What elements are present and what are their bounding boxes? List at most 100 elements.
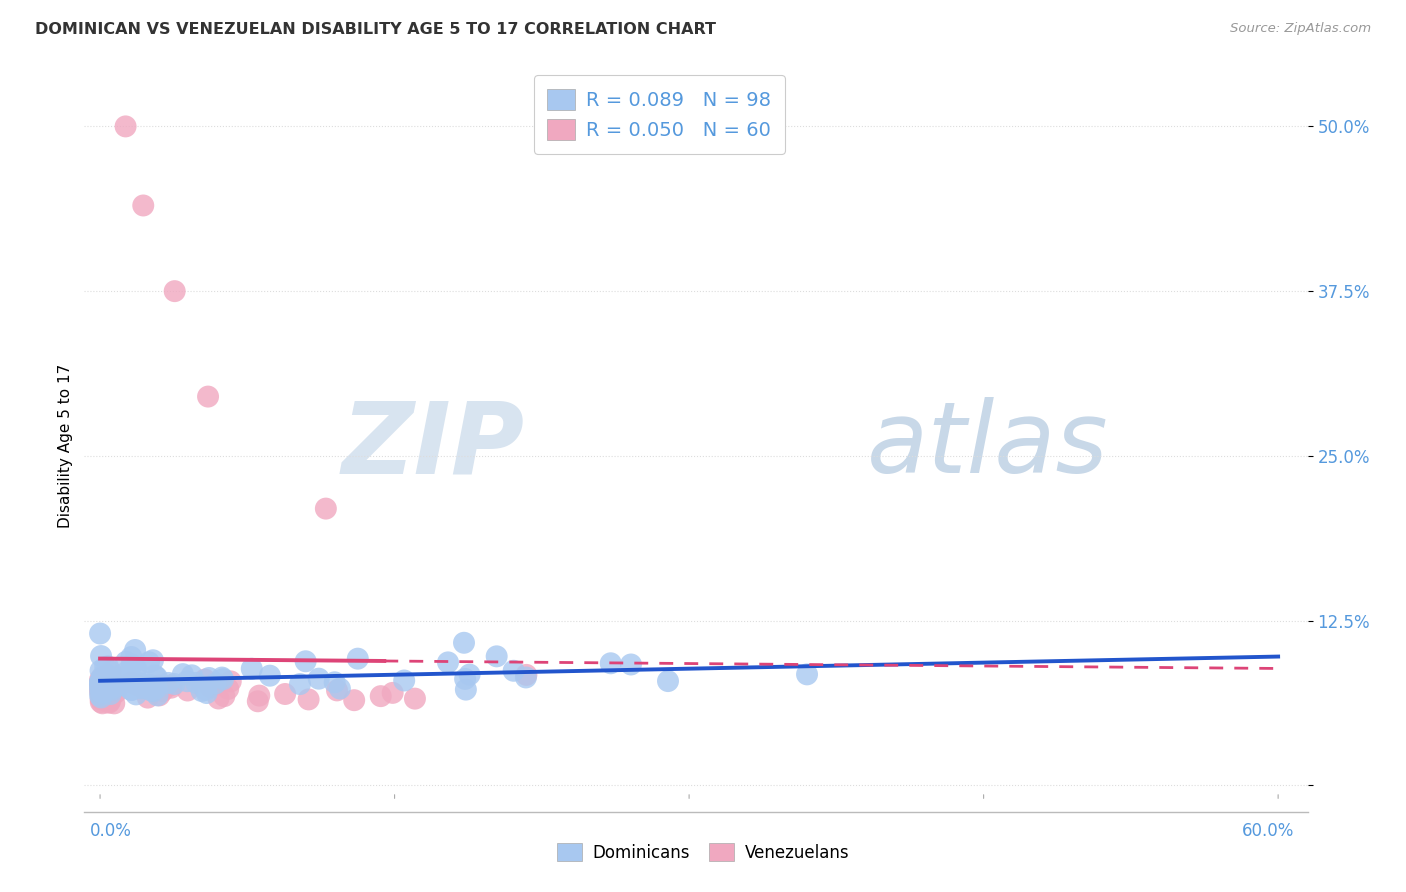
Point xyxy=(381,686,404,700)
Point xyxy=(200,680,222,694)
Point xyxy=(148,689,170,703)
Point xyxy=(136,690,159,705)
Point xyxy=(90,678,112,692)
Point xyxy=(90,676,112,690)
Point xyxy=(120,675,142,690)
Point xyxy=(370,689,392,703)
Point xyxy=(172,667,194,681)
Point xyxy=(98,696,121,710)
Text: DOMINICAN VS VENEZUELAN DISABILITY AGE 5 TO 17 CORRELATION CHART: DOMINICAN VS VENEZUELAN DISABILITY AGE 5… xyxy=(35,22,716,37)
Point xyxy=(89,675,111,690)
Point xyxy=(91,696,114,710)
Point xyxy=(180,668,202,682)
Point xyxy=(146,670,169,684)
Point xyxy=(121,682,143,697)
Point xyxy=(142,684,165,698)
Point xyxy=(129,676,152,690)
Point xyxy=(458,667,481,681)
Point xyxy=(101,681,124,695)
Point xyxy=(138,655,160,669)
Point xyxy=(145,681,167,695)
Point xyxy=(91,678,114,692)
Point xyxy=(186,676,208,690)
Point xyxy=(125,687,148,701)
Text: 60.0%: 60.0% xyxy=(1241,822,1294,840)
Point xyxy=(392,673,415,688)
Point xyxy=(515,670,537,684)
Point xyxy=(100,673,122,688)
Point xyxy=(195,682,218,697)
Point xyxy=(100,672,122,686)
Point xyxy=(437,656,460,670)
Point xyxy=(98,694,121,708)
Point xyxy=(139,680,162,694)
Point xyxy=(323,675,346,690)
Point xyxy=(404,691,426,706)
Point xyxy=(152,684,174,698)
Point xyxy=(115,675,138,690)
Point xyxy=(89,673,111,687)
Point xyxy=(132,198,155,212)
Point xyxy=(160,681,183,695)
Point xyxy=(89,685,111,699)
Point xyxy=(160,678,183,692)
Point xyxy=(90,692,112,706)
Point xyxy=(101,673,124,688)
Point xyxy=(89,684,111,698)
Point xyxy=(89,675,111,690)
Point xyxy=(97,693,120,707)
Point xyxy=(91,679,114,693)
Point xyxy=(100,675,122,690)
Point xyxy=(89,683,111,698)
Point xyxy=(515,668,537,682)
Point xyxy=(96,681,118,695)
Point xyxy=(132,681,155,696)
Point xyxy=(90,683,112,698)
Point xyxy=(214,689,236,703)
Point xyxy=(89,626,111,640)
Point xyxy=(176,683,198,698)
Point xyxy=(120,682,142,697)
Point xyxy=(100,689,122,703)
Point xyxy=(120,673,142,688)
Point xyxy=(163,677,186,691)
Point xyxy=(146,689,169,703)
Point xyxy=(97,659,120,673)
Point xyxy=(105,685,128,699)
Legend: Dominicans, Venezuelans: Dominicans, Venezuelans xyxy=(548,835,858,871)
Point xyxy=(115,655,138,669)
Point xyxy=(114,120,136,134)
Point xyxy=(142,653,165,667)
Point xyxy=(89,676,111,690)
Point xyxy=(89,681,111,695)
Point xyxy=(89,689,111,703)
Point xyxy=(97,671,120,685)
Point xyxy=(294,654,316,668)
Point xyxy=(194,673,217,687)
Point xyxy=(97,687,120,701)
Text: Source: ZipAtlas.com: Source: ZipAtlas.com xyxy=(1230,22,1371,36)
Point xyxy=(163,284,186,298)
Point xyxy=(91,685,114,699)
Point xyxy=(90,670,112,684)
Point xyxy=(157,676,180,690)
Point xyxy=(94,671,117,685)
Point xyxy=(122,674,145,689)
Point xyxy=(288,677,311,691)
Point xyxy=(217,681,239,696)
Point xyxy=(121,657,143,672)
Point xyxy=(259,668,281,682)
Point xyxy=(195,686,218,700)
Point xyxy=(127,679,149,693)
Point xyxy=(204,676,226,690)
Point xyxy=(90,648,112,663)
Point xyxy=(90,690,112,705)
Point xyxy=(207,691,229,706)
Point xyxy=(89,681,111,695)
Point xyxy=(125,678,148,692)
Point xyxy=(193,681,215,695)
Point xyxy=(657,674,679,689)
Point xyxy=(100,665,122,679)
Text: ZIP: ZIP xyxy=(342,398,524,494)
Point xyxy=(240,662,263,676)
